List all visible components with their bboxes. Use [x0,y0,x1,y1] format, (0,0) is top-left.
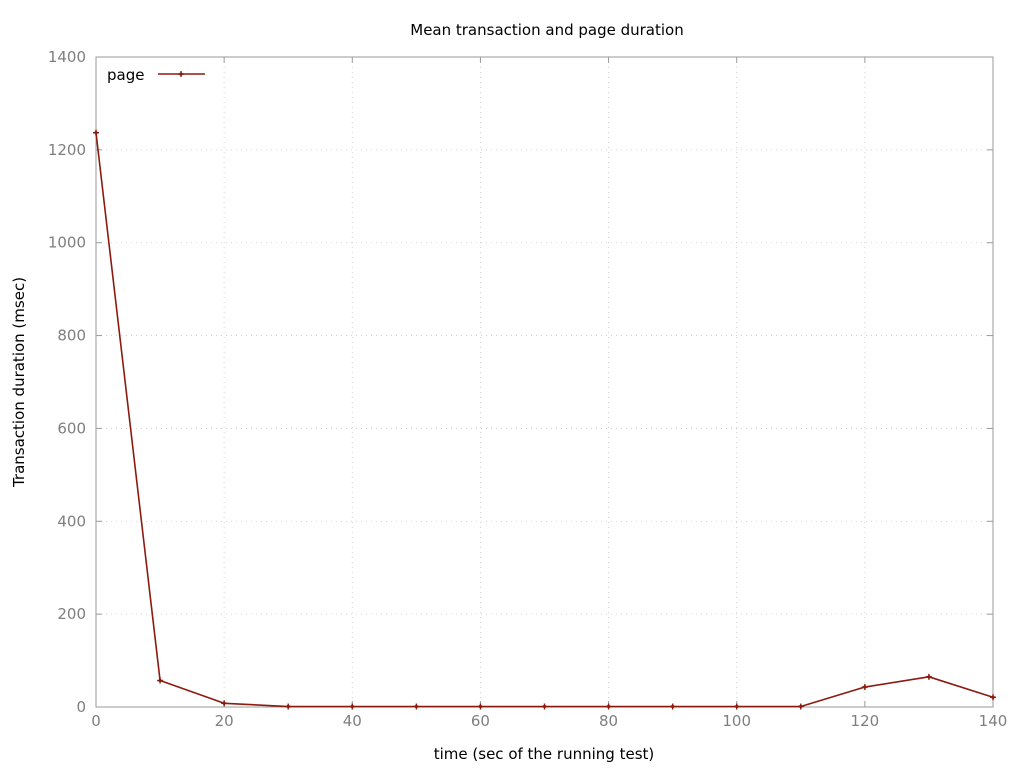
x-tick-label: 60 [471,712,490,730]
legend-marker-page [178,71,184,77]
x-tick-label: 0 [91,712,101,730]
data-point [541,703,548,710]
legend: page [107,66,205,84]
y-tick-label: 0 [76,698,86,716]
legend-label-page: page [107,66,144,84]
y-axis-label: Transaction duration (msec) [10,277,28,488]
data-point [669,703,676,710]
data-point [285,703,292,710]
x-tick-label: 120 [851,712,880,730]
x-tick-label: 40 [343,712,362,730]
y-tick-label: 400 [57,512,86,530]
data-point [733,703,740,710]
legend-marker-point [178,71,184,77]
data-point [925,673,932,680]
series-layer [93,129,996,710]
data-point [93,129,99,136]
x-tick-label: 140 [979,712,1008,730]
y-tick-label: 600 [57,419,86,437]
y-tick-label: 1400 [48,48,86,66]
grid [96,57,993,707]
series-line-page [95,132,994,708]
chart-title: Mean transaction and page duration [410,21,683,39]
plot-frame [95,56,994,708]
x-tick-label: 80 [599,712,618,730]
x-tick-label: 100 [722,712,751,730]
data-point [477,703,484,710]
y-tick-label: 200 [57,605,86,623]
y-tick-label: 1000 [48,234,86,252]
data-point [157,677,164,684]
data-point [990,694,996,701]
data-point [797,703,804,710]
data-point [861,684,868,691]
y-tick-label: 800 [57,327,86,345]
data-point [605,703,612,710]
data-point [221,700,228,707]
x-tick-label: 20 [215,712,234,730]
axis-ticks: 0 20 40 60 80 100 120 1400200400600800100012001… [48,48,1008,730]
data-point [413,703,420,710]
x-axis-label: time (sec of the running test) [434,745,655,763]
data-point [349,703,356,710]
y-tick-label: 1200 [48,141,86,159]
